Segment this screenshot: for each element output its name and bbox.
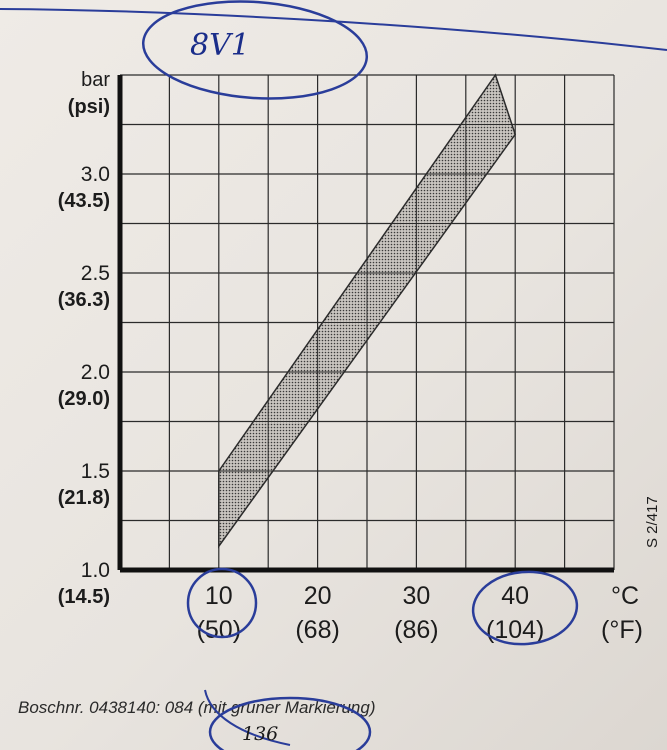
y-tick-label: 1.0 (81, 559, 110, 582)
handwritten-top-note: 8V1 (190, 28, 250, 63)
y-tick-sub-label: (43.5) (58, 190, 110, 212)
y-tick-labels: 1.0 (14.5) 1.5 (21.8) 2.0 (29.0) 2.5 (36.3) 3.0 (… (58, 163, 110, 608)
circle-mark-10-50 (186, 567, 258, 639)
bottom-pen-stroke (204, 689, 291, 746)
x-tick-sub-label: (50) (197, 616, 241, 644)
y-tick-sub-label: (14.5) (58, 586, 110, 608)
footer-part-number: Boschnr. 0438140: 084 (mit grüner Markie… (18, 698, 376, 717)
x-tick-label: 40 (501, 582, 529, 610)
x-tick-label: 10 (205, 582, 233, 610)
chart-axes (117, 75, 614, 573)
bottom-circle-mark (208, 696, 372, 750)
x-tick-label: 30 (402, 582, 430, 610)
x-tick-sub-label: (68) (295, 616, 339, 644)
x-tick-labels: 10(50)20(68)30(86)40(104) (197, 582, 545, 644)
y-tick-label: 2.5 (81, 262, 110, 285)
y-axis-unit-bar: bar (81, 69, 110, 91)
y-tick-sub-label: (21.8) (58, 487, 110, 509)
y-tick-label: 3.0 (81, 163, 110, 186)
y-tick-label: 1.5 (81, 460, 110, 483)
x-tick-label: 20 (304, 582, 332, 610)
x-axis-unit-fahrenheit: (°F) (601, 616, 643, 644)
reference-code: S 2/417 (644, 496, 661, 548)
y-tick-sub-label: (29.0) (58, 388, 110, 410)
x-axis-unit-celsius: °C (611, 582, 639, 610)
blue-pen-line-top (0, 8, 667, 51)
y-tick-sub-label: (36.3) (58, 289, 110, 311)
y-tick-label: 2.0 (81, 361, 110, 384)
top-circle-mark (141, 0, 369, 100)
circle-mark-40-104 (471, 570, 579, 646)
handwritten-bottom-note: 136 (242, 723, 278, 745)
y-axis-unit-psi: (psi) (68, 96, 110, 118)
x-tick-sub-label: (86) (394, 616, 438, 644)
